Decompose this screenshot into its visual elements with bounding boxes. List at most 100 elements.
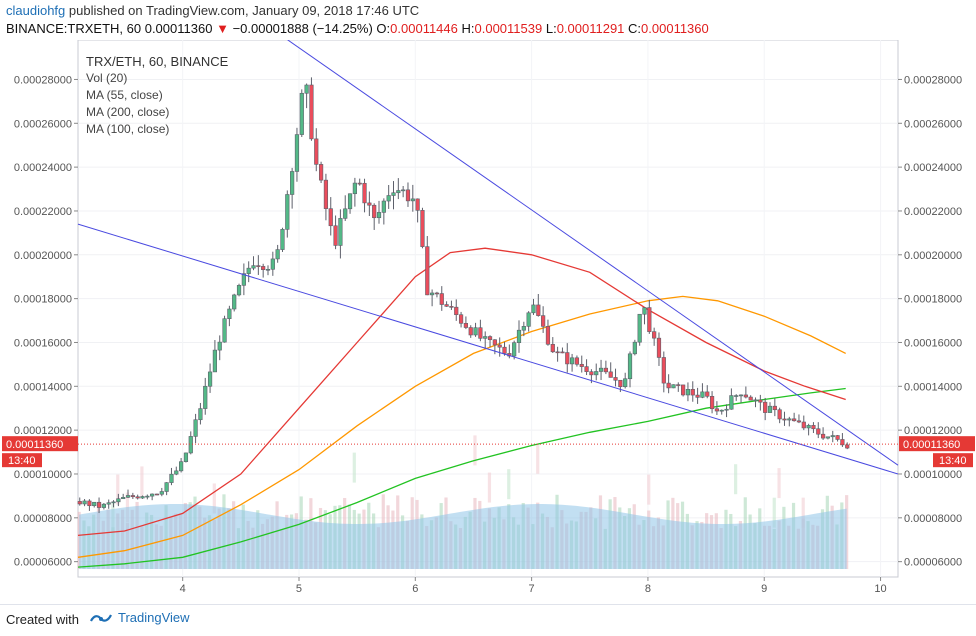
candle-body xyxy=(309,84,314,140)
legend-volume[interactable]: Vol (20) xyxy=(86,71,128,85)
candle-body xyxy=(594,371,599,376)
candle-body xyxy=(270,258,275,270)
y-tick-label-left: 0.00016000 xyxy=(14,337,72,349)
publish-text: published on TradingView.com, January 09… xyxy=(68,3,420,18)
candle-body xyxy=(497,344,502,348)
volume-spike xyxy=(487,472,492,503)
candle-body xyxy=(328,208,333,227)
volume-ma-area xyxy=(79,504,847,569)
candle-body xyxy=(338,218,343,246)
candle-body xyxy=(792,418,797,422)
y-tick-label-right: 0.00010000 xyxy=(904,469,962,481)
candle-body xyxy=(458,314,464,324)
symbol-label: BINANCE:TRXETH, 60 xyxy=(6,21,142,36)
candle-body xyxy=(705,391,710,397)
candle-body xyxy=(125,495,131,498)
candle-body xyxy=(560,351,565,354)
footer: Created with TradingView xyxy=(0,604,976,636)
candle-body xyxy=(222,318,227,343)
candle-body xyxy=(661,357,666,384)
candle-body xyxy=(637,313,642,343)
candle-body xyxy=(164,482,169,492)
candle-body xyxy=(193,419,198,437)
candle-body xyxy=(608,371,613,378)
candle-body xyxy=(623,378,628,388)
candle-body xyxy=(758,399,763,403)
candle-body xyxy=(376,212,382,219)
candle-body xyxy=(261,266,266,271)
volume-bar xyxy=(77,511,81,569)
candle-body xyxy=(840,439,845,446)
candle-body xyxy=(700,391,705,398)
tradingview-brand[interactable]: TradingView xyxy=(90,610,190,625)
candle-body xyxy=(82,500,87,505)
candle-body xyxy=(101,503,106,508)
y-tick-label-right: 0.00008000 xyxy=(904,513,962,525)
candle-body xyxy=(299,92,304,135)
candle-body xyxy=(357,182,362,185)
volume-spike xyxy=(140,466,144,497)
candle-body xyxy=(521,326,526,331)
candle-body xyxy=(777,409,782,420)
price-chart[interactable]: 0.00028000 0.00028000 0.00026000 0.00026000… xyxy=(0,40,976,602)
x-tick-label: 4 xyxy=(180,583,186,595)
x-tick-label: 8 xyxy=(645,583,651,595)
author-link[interactable]: claudiohfg xyxy=(6,3,66,18)
candle-body xyxy=(372,204,377,219)
candle-body xyxy=(671,384,676,389)
y-tick-label-left: 0.00014000 xyxy=(14,381,72,393)
candle-body xyxy=(434,292,440,295)
candle-body xyxy=(714,408,720,412)
x-tick-label: 10 xyxy=(874,583,886,595)
y-tick-label-right: 0.00024000 xyxy=(904,162,962,174)
candle-body xyxy=(140,496,145,499)
legend-ma200[interactable]: MA (200, close) xyxy=(86,105,170,119)
open-label: O: xyxy=(376,21,391,36)
candle-body xyxy=(217,341,222,351)
candle-body xyxy=(763,401,768,413)
candle-body xyxy=(87,500,92,507)
axes: 0.00028000 0.00028000 0.00026000 0.00026000… xyxy=(2,74,975,595)
y-tick-label-left: 0.00028000 xyxy=(14,74,72,86)
close-label: C: xyxy=(628,21,642,36)
candle-body xyxy=(830,435,835,438)
candle-body xyxy=(825,436,831,439)
candle-body xyxy=(92,501,97,507)
y-tick-label-right: 0.00006000 xyxy=(904,557,962,569)
legend-ma55[interactable]: MA (55, close) xyxy=(86,88,163,102)
candle-body xyxy=(613,377,618,381)
candle-body xyxy=(232,294,237,310)
candle-body xyxy=(584,366,589,372)
trendlines[interactable] xyxy=(77,40,899,475)
candle-body xyxy=(111,501,116,504)
candle-body xyxy=(555,351,560,354)
candle-body xyxy=(565,352,570,365)
tradingview-logo-icon xyxy=(90,613,112,622)
candle-body xyxy=(820,433,826,439)
candle-body xyxy=(516,329,522,343)
candle-body xyxy=(198,408,203,421)
candle-body xyxy=(618,379,623,388)
last-price-tag xyxy=(2,436,78,452)
volume-spike xyxy=(777,468,781,499)
legend-ma100[interactable]: MA (100, close) xyxy=(86,122,170,136)
candle-body xyxy=(550,343,555,353)
volume-spike xyxy=(536,443,540,474)
volume-spike xyxy=(352,452,356,483)
y-tick-label-left: 0.00012000 xyxy=(14,425,72,437)
candle-body xyxy=(627,353,633,380)
candle-body xyxy=(323,179,329,209)
candle-body xyxy=(430,292,435,296)
low-label: L: xyxy=(545,21,557,36)
countdown-tag xyxy=(933,453,973,468)
ma100-line xyxy=(77,295,846,558)
candle-body xyxy=(285,194,290,230)
candle-body xyxy=(652,331,657,339)
candle-body xyxy=(425,246,430,296)
y-tick-label-right: 0.00026000 xyxy=(904,118,962,130)
volume-spike xyxy=(734,464,738,495)
candle-body xyxy=(748,396,753,401)
candle-body xyxy=(169,473,174,483)
candle-body xyxy=(236,285,242,296)
candle-body xyxy=(603,367,608,373)
